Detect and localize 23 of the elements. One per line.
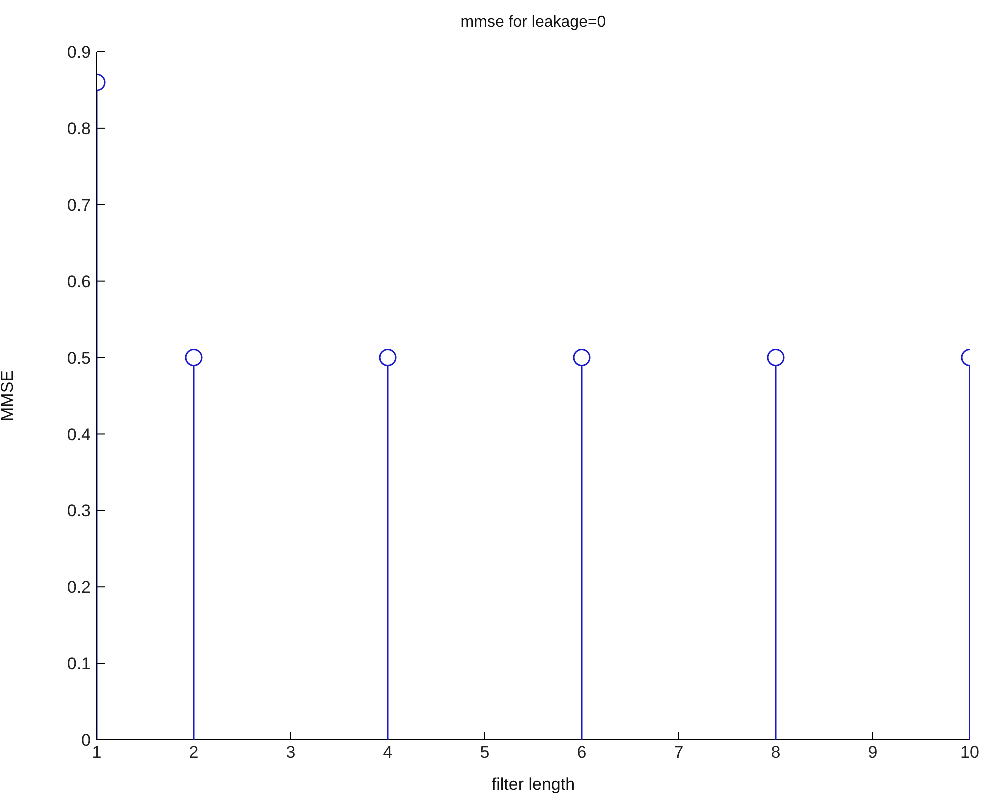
chart-title: mmse for leakage=0 bbox=[460, 14, 608, 32]
y-tick-label: 0.6 bbox=[67, 272, 91, 292]
x-tick-label: 2 bbox=[189, 743, 199, 762]
y-tick-label: 0.4 bbox=[67, 425, 91, 444]
y-tick-label: 0.7 bbox=[67, 196, 91, 215]
x-axis-title: filter length bbox=[492, 775, 576, 794]
y-tick-label: 0.9 bbox=[67, 43, 91, 62]
x-tick-label: 5 bbox=[480, 743, 490, 762]
y-tick-label: 0 bbox=[82, 731, 91, 750]
x-tick-label: 4 bbox=[383, 743, 393, 762]
x-tick-label: 7 bbox=[674, 743, 684, 762]
x-tick-label: 8 bbox=[771, 743, 781, 762]
x-tick-label: 3 bbox=[286, 743, 296, 762]
y-tick-label: 0.8 bbox=[67, 119, 91, 138]
x-tick-label: 10 bbox=[960, 743, 980, 762]
x-tick-label: 9 bbox=[868, 743, 878, 762]
y-tick-label: 0.3 bbox=[67, 502, 91, 521]
y-tick-label: 0.2 bbox=[67, 578, 91, 598]
y-axis-title: MMSE bbox=[0, 370, 18, 422]
y-tick-label: 0.1 bbox=[67, 654, 91, 674]
x-tick-label: 1 bbox=[92, 743, 102, 762]
y-tick-label: 0.5 bbox=[67, 348, 91, 368]
x-tick-label: 6 bbox=[577, 743, 587, 762]
